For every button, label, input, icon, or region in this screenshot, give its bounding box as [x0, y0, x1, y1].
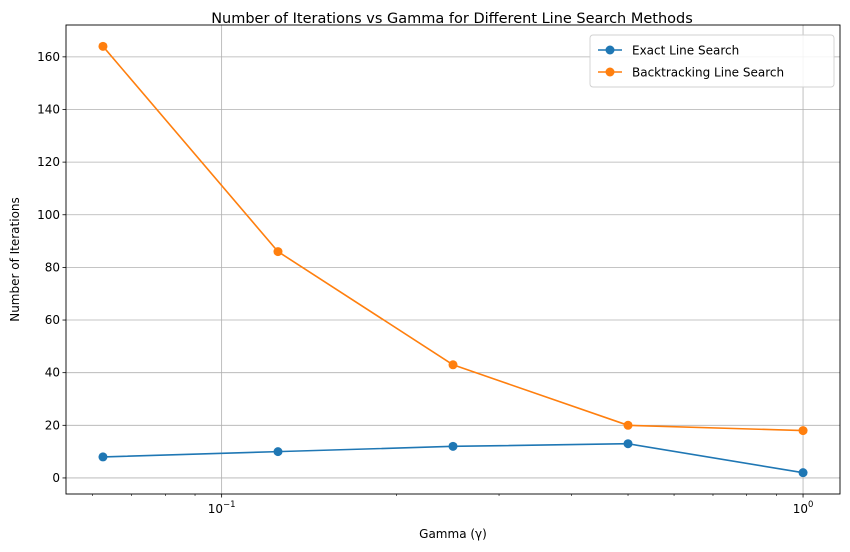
- data-point: [623, 420, 633, 430]
- y-tick-label: 60: [45, 313, 60, 327]
- legend-marker: [605, 67, 615, 77]
- data-point: [798, 468, 808, 478]
- y-tick-label: 140: [37, 102, 60, 116]
- data-point: [798, 426, 808, 436]
- data-point: [448, 441, 458, 451]
- data-point: [273, 447, 283, 457]
- data-point: [98, 41, 108, 51]
- x-tick-label-exponent: 0: [808, 500, 813, 510]
- x-tick-label: 100: [793, 500, 814, 516]
- y-tick-label: 100: [37, 208, 60, 222]
- x-tick-label-base: 10: [208, 502, 223, 516]
- x-tick-label-exponent: −1: [223, 500, 236, 510]
- data-point: [98, 452, 108, 462]
- data-point: [273, 247, 283, 257]
- legend-label: Backtracking Line Search: [632, 66, 784, 80]
- legend-marker: [605, 45, 615, 55]
- legend-label: Exact Line Search: [632, 44, 739, 58]
- y-tick-label: 0: [52, 471, 60, 485]
- data-point: [623, 439, 633, 449]
- y-tick-label: 40: [45, 366, 60, 380]
- legend-box: [589, 34, 835, 88]
- x-axis: 10−1 100: [92, 494, 814, 516]
- plot-frame: [65, 24, 841, 495]
- y-tick-label: 80: [45, 260, 60, 274]
- legend: Exact Line Search Backtracking Line Searc…: [589, 34, 835, 88]
- series-layer: [98, 41, 808, 478]
- x-tick-label: 10−1: [208, 500, 236, 516]
- data-point: [448, 360, 458, 370]
- y-tick-label: 160: [37, 50, 60, 64]
- y-axis: 0 20 40 60 80 100 120 140 160: [37, 50, 66, 485]
- y-tick-label: 20: [45, 418, 60, 432]
- x-axis-label: Gamma (γ): [419, 527, 487, 541]
- chart-title: Number of Iterations vs Gamma for Differ…: [211, 11, 693, 27]
- y-axis-label: Number of Iterations: [8, 197, 22, 322]
- y-tick-label: 120: [37, 155, 60, 169]
- x-tick-label-base: 10: [793, 502, 808, 516]
